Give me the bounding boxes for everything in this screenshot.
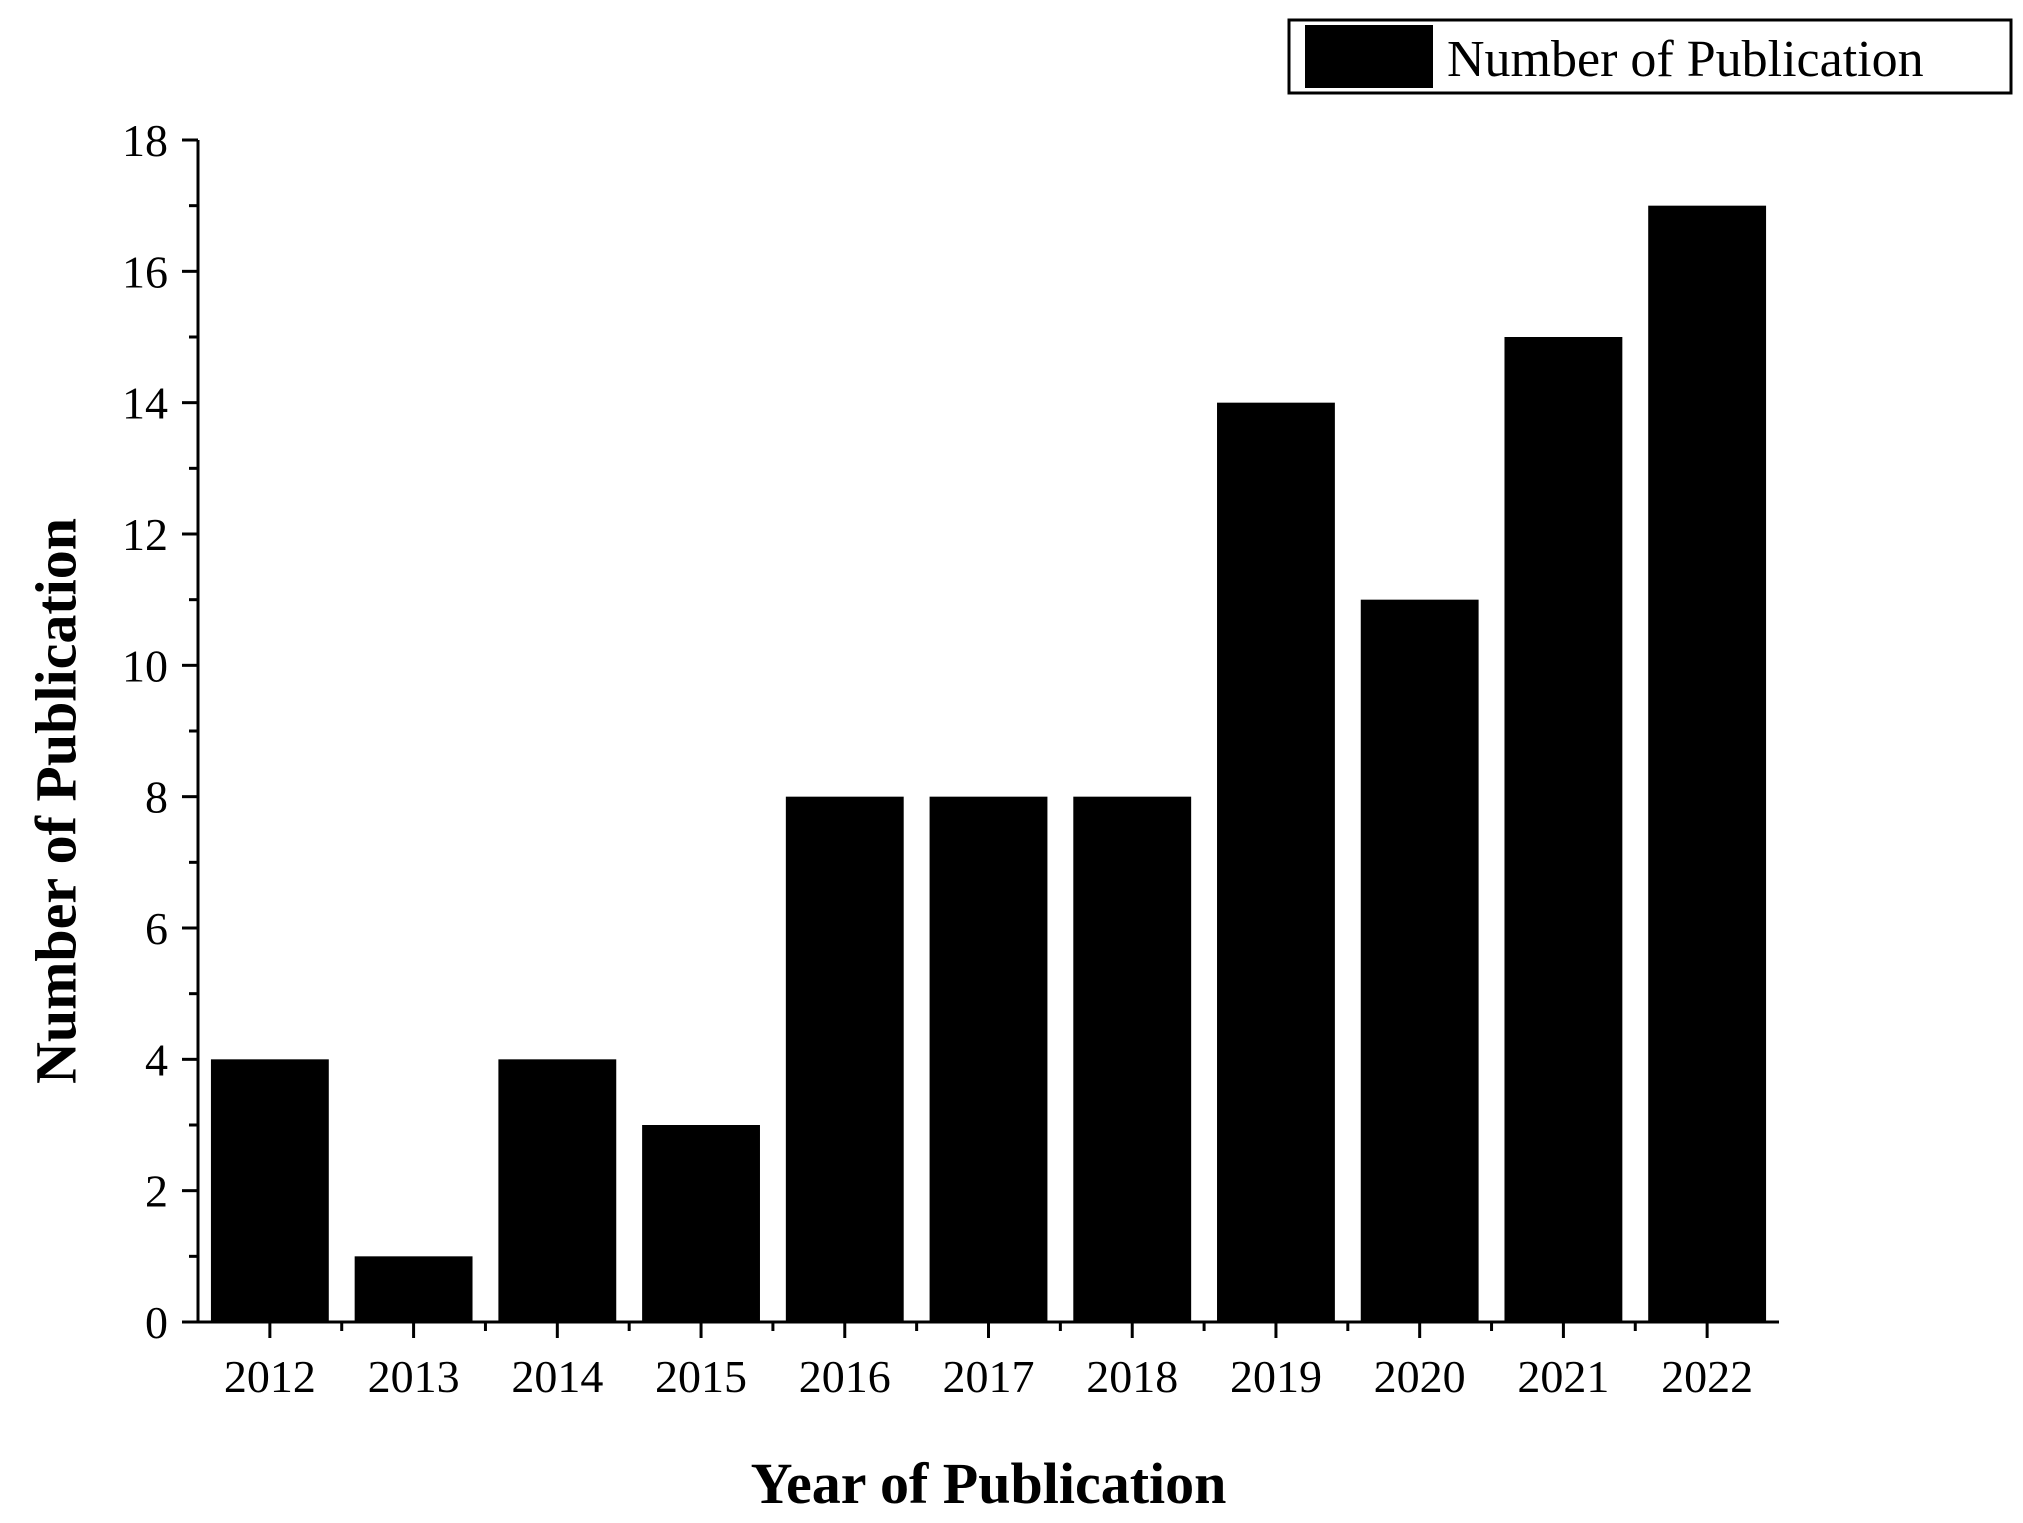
bar-2015 <box>642 1125 760 1322</box>
bar-2018 <box>1073 796 1192 1322</box>
bars-group <box>210 205 1767 1323</box>
legend: Number of Publication <box>1287 18 2013 95</box>
y-tick-label: 10 <box>122 640 168 691</box>
y-tick-label: 16 <box>122 246 168 297</box>
y-axis-ticks: 0 2 4 6 8 10 12 14 16 18 <box>122 115 198 1348</box>
bar-2021 <box>1504 337 1623 1322</box>
legend-label: Number of Publication <box>1447 31 1924 88</box>
x-tick-label: 2018 <box>1086 1351 1178 1402</box>
y-tick-label: 18 <box>122 115 168 166</box>
x-tick-label: 2015 <box>655 1351 747 1402</box>
y-tick-label: 2 <box>145 1166 168 1217</box>
x-tick-label: 2017 <box>943 1351 1035 1402</box>
x-tick-label: 2022 <box>1661 1351 1753 1402</box>
legend-swatch <box>1305 25 1433 88</box>
x-tick-label: 2019 <box>1230 1351 1322 1402</box>
bar-2020 <box>1360 599 1479 1322</box>
bar-2014 <box>498 1059 617 1322</box>
y-tick-label: 6 <box>145 903 168 954</box>
x-tick-label: 2012 <box>224 1351 316 1402</box>
bar-2012 <box>210 1059 329 1322</box>
x-axis-ticks: 2012 2013 2014 2015 2016 2017 2018 2019 2020 2021… <box>224 1322 1753 1402</box>
bar-2013 <box>354 1256 473 1322</box>
bar-2017 <box>929 796 1048 1322</box>
y-tick-label: 4 <box>145 1034 168 1085</box>
bar-2019 <box>1217 402 1335 1323</box>
x-tick-label: 2020 <box>1374 1351 1466 1402</box>
x-tick-label: 2014 <box>511 1351 603 1402</box>
x-axis-title: Year of Publication <box>751 1451 1227 1516</box>
bar-2022 <box>1648 205 1767 1323</box>
y-tick-label: 12 <box>122 509 168 560</box>
bar-2016 <box>785 796 904 1322</box>
x-tick-label: 2013 <box>368 1351 460 1402</box>
x-tick-label: 2016 <box>799 1351 891 1402</box>
y-tick-label: 14 <box>122 378 168 429</box>
x-tick-label: 2021 <box>1517 1351 1609 1402</box>
y-tick-label: 0 <box>145 1297 168 1348</box>
y-tick-label: 8 <box>145 772 168 823</box>
y-axis-title: Number of Publication <box>23 518 88 1084</box>
